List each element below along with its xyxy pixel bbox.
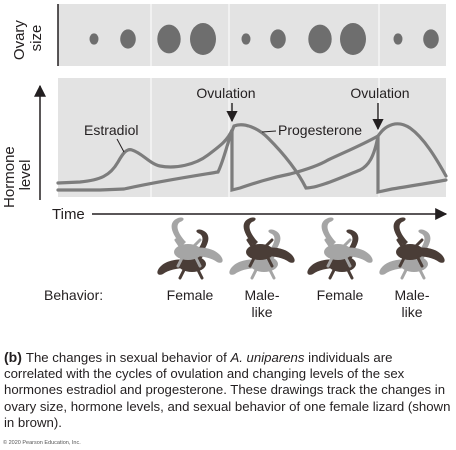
- estradiol-curve: [56, 129, 448, 194]
- estradiol-leader: [116, 138, 125, 153]
- ovary-hormone-behavior-figure: Ovary size Hormone level Ovulation Ovula…: [1, 4, 448, 320]
- caption-species: A. uniparens: [230, 350, 305, 365]
- ovary-axis-label-line-2: size: [28, 25, 45, 52]
- behavior-4: Male-like: [394, 287, 429, 320]
- progesterone-curve: [56, 122, 448, 192]
- behavior-3-line-1: Female: [317, 287, 364, 303]
- lizard-pair-1: [157, 217, 223, 280]
- ovary-follicles: [89, 23, 439, 55]
- follicle-10: [423, 29, 439, 49]
- behavior-4-line-2: like: [401, 304, 422, 320]
- caption-text-start: The changes in sexual behavior of: [25, 350, 231, 365]
- behavior-2-line-2: like: [251, 304, 272, 320]
- behavior-label: Behavior:: [44, 287, 103, 303]
- follicle-6: [270, 29, 286, 49]
- figure-caption: (b) The changes in sexual behavior of A. …: [4, 349, 452, 431]
- lizard-pair-2: [229, 217, 295, 280]
- lizard-top-1: [171, 217, 223, 268]
- hormone-axis-label-line-2: level: [17, 160, 34, 191]
- time-label: Time: [52, 206, 85, 223]
- lizard-bottom-2: [229, 229, 281, 280]
- follicle-5: [241, 33, 251, 45]
- progesterone-label: Progesterone: [278, 122, 362, 138]
- ovary-axis-label-line-1: Ovary: [11, 20, 28, 61]
- lizard-top-3: [321, 217, 373, 268]
- caption-tag: (b): [4, 349, 22, 365]
- caption-text-end: individuals are correlated with the cycl…: [4, 350, 451, 430]
- lizard-top-4: [393, 217, 445, 268]
- ovary-axis-label: Ovary size: [11, 16, 45, 60]
- hormone-axis-label-line-1: Hormone: [1, 146, 18, 208]
- behavior-1: Female: [167, 287, 214, 303]
- ovulation-label-2: Ovulation: [350, 85, 409, 101]
- behavior-1-line-1: Female: [167, 287, 214, 303]
- lizard-pair-4: [379, 217, 445, 280]
- follicle-2: [120, 29, 136, 49]
- hormone-axis-label: Hormone level: [1, 142, 34, 208]
- follicle-7: [308, 24, 332, 54]
- follicle-1: [89, 33, 99, 45]
- follicle-3: [157, 24, 181, 54]
- follicle-4: [190, 23, 216, 55]
- behavior-2-line-1: Male-: [244, 287, 279, 303]
- lizard-top-2: [243, 217, 295, 268]
- lizard-pair-3: [307, 217, 373, 280]
- behavior-2: Male-like: [244, 287, 279, 320]
- behavior-labels: Female Male-like Female Male-like: [167, 287, 430, 320]
- copyright-notice: © 2020 Pearson Education, Inc.: [3, 440, 81, 446]
- follicle-8: [340, 23, 366, 55]
- progesterone-leader: [261, 130, 277, 133]
- ovary-panel: [58, 4, 446, 66]
- behavior-4-line-1: Male-: [394, 287, 429, 303]
- lizard-drawings: [157, 217, 445, 280]
- behavior-3: Female: [317, 287, 364, 303]
- hormone-panel: [58, 78, 446, 197]
- ovary-dividers: [150, 4, 380, 66]
- follicle-9: [393, 33, 403, 45]
- ovulation-label-1: Ovulation: [196, 85, 255, 101]
- estradiol-label: Estradiol: [84, 122, 138, 138]
